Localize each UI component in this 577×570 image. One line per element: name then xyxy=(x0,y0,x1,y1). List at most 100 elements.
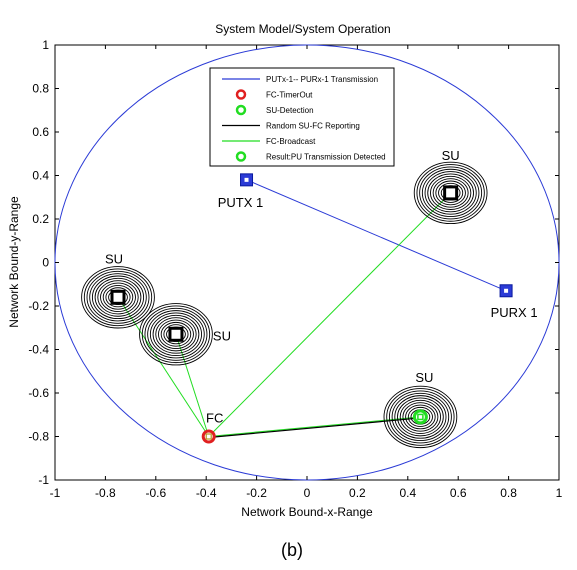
y-tick-label: 0.2 xyxy=(32,212,49,226)
su-ring xyxy=(105,287,131,308)
su-ring xyxy=(139,303,213,366)
su-label: SU xyxy=(105,251,123,266)
pu-label: PUTX 1 xyxy=(218,195,264,210)
fc-square-marker xyxy=(205,433,212,440)
su-ring xyxy=(399,399,442,434)
ticks-layer: -1 -0.8 -0.6 -0.4 -0.2 0 0.2 0.4 0.6 0.8 1 -1 -0.8 -0… xyxy=(28,38,562,500)
broadcast-link xyxy=(208,192,451,437)
su-ring xyxy=(152,314,200,354)
y-tick-label: -1 xyxy=(38,473,49,487)
legend-entry: Random SU-FC Reporting xyxy=(222,122,360,131)
x-tick-label: -1 xyxy=(50,486,61,500)
su-ring xyxy=(435,180,466,206)
x-axis-title: Network Bound-x-Range xyxy=(241,505,373,519)
legend-box xyxy=(209,67,395,167)
y-tick-label: -0.2 xyxy=(28,299,49,313)
su-ring xyxy=(391,392,450,442)
primary-transmitter: PUTX 1 xyxy=(218,173,264,210)
su-ring xyxy=(100,282,136,312)
su-ring xyxy=(160,321,192,347)
broadcast-link xyxy=(175,334,210,437)
su-ring xyxy=(147,310,205,359)
legend-entry: FC-TimerOut xyxy=(235,89,313,100)
x-tick-label: 0 xyxy=(304,486,311,500)
su-ring xyxy=(388,390,452,444)
su-ring xyxy=(405,404,436,430)
su-square-marker xyxy=(443,185,459,201)
su-ring xyxy=(149,312,203,357)
legend-label: PUTx-1-- PURx-1 Transmission xyxy=(266,75,378,84)
su-ring xyxy=(394,395,447,439)
su-ring xyxy=(91,275,145,320)
su-ring xyxy=(97,280,139,315)
legend-entry: Result:PU Transmission Detected xyxy=(235,151,386,162)
su-ring xyxy=(427,173,474,213)
su-ring xyxy=(429,175,472,210)
su-ring xyxy=(413,161,488,225)
x-tick-label: -0.6 xyxy=(145,486,166,500)
su-ring xyxy=(163,324,189,345)
su-label: SU xyxy=(442,148,460,163)
secondary-user: SU xyxy=(413,148,488,225)
x-tick-label: 1 xyxy=(556,486,563,500)
transmission-link xyxy=(246,179,507,292)
su-ring xyxy=(402,402,439,432)
su-detection-marker xyxy=(412,409,428,425)
su-ring xyxy=(141,305,211,364)
chart-title: System Model/System Operation xyxy=(215,22,390,36)
su-label: SU xyxy=(213,328,231,343)
fc-label: FC xyxy=(206,411,223,426)
broadcast-link xyxy=(208,416,421,437)
legend-label: SU-Detection xyxy=(266,106,314,115)
nodes-layer: SU SU SU SU PUTX 1 PURX 1 FC xyxy=(81,148,538,449)
y-tick-label: 0 xyxy=(42,256,49,270)
x-tick-label: -0.4 xyxy=(196,486,217,500)
x-tick-label: 0.6 xyxy=(450,486,467,500)
pu-label: PURX 1 xyxy=(491,305,538,320)
primary-receiver: PURX 1 xyxy=(491,284,538,320)
su-label: SU xyxy=(415,370,433,385)
legend-ring-swatch xyxy=(235,151,247,162)
su-ring xyxy=(86,270,150,324)
legend-ring-swatch xyxy=(235,89,247,100)
legend-label: FC-Broadcast xyxy=(266,137,316,146)
su-ring xyxy=(155,317,197,352)
y-tick-label: -0.4 xyxy=(28,343,49,357)
su-square-marker xyxy=(417,413,424,421)
x-tick-label: -0.2 xyxy=(246,486,267,500)
x-tick-label: -0.8 xyxy=(95,486,116,500)
su-ring xyxy=(421,168,480,217)
legend-label: FC-TimerOut xyxy=(266,91,313,100)
y-tick-label: 1 xyxy=(42,38,49,52)
su-ring xyxy=(83,268,153,327)
su-ring xyxy=(397,397,444,437)
su-ring xyxy=(416,164,485,222)
su-ring xyxy=(94,277,142,317)
legend-entry: FC-Broadcast xyxy=(222,137,316,146)
pu-square-center xyxy=(504,288,509,293)
x-tick-label: 0.8 xyxy=(500,486,517,500)
y-tick-label: 0.4 xyxy=(32,169,49,183)
su-square-marker xyxy=(168,326,184,342)
x-tick-label: 0.4 xyxy=(399,486,416,500)
su-ring xyxy=(438,182,464,203)
pu-square-center xyxy=(244,177,249,182)
legend-label: Random SU-FC Reporting xyxy=(266,122,360,131)
legend-label: Result:PU Transmission Detected xyxy=(266,153,386,162)
secondary-user: SU xyxy=(383,370,458,449)
su-ring xyxy=(419,166,483,220)
y-tick-label: -0.6 xyxy=(28,386,49,400)
y-tick-label: 0.8 xyxy=(32,82,49,96)
su-square-marker xyxy=(110,289,126,305)
su-ring xyxy=(102,284,134,310)
fc-timeout-marker xyxy=(201,429,216,444)
reporting-link xyxy=(208,417,421,439)
su-ring xyxy=(81,266,155,329)
x-tick-label: 0.2 xyxy=(349,486,366,500)
figure-caption: (b) xyxy=(281,540,303,560)
legend: PUTx-1-- PURx-1 Transmission FC-TimerOut S… xyxy=(209,67,395,167)
legend-entry: PUTx-1-- PURx-1 Transmission xyxy=(222,75,378,84)
su-ring xyxy=(386,388,455,446)
